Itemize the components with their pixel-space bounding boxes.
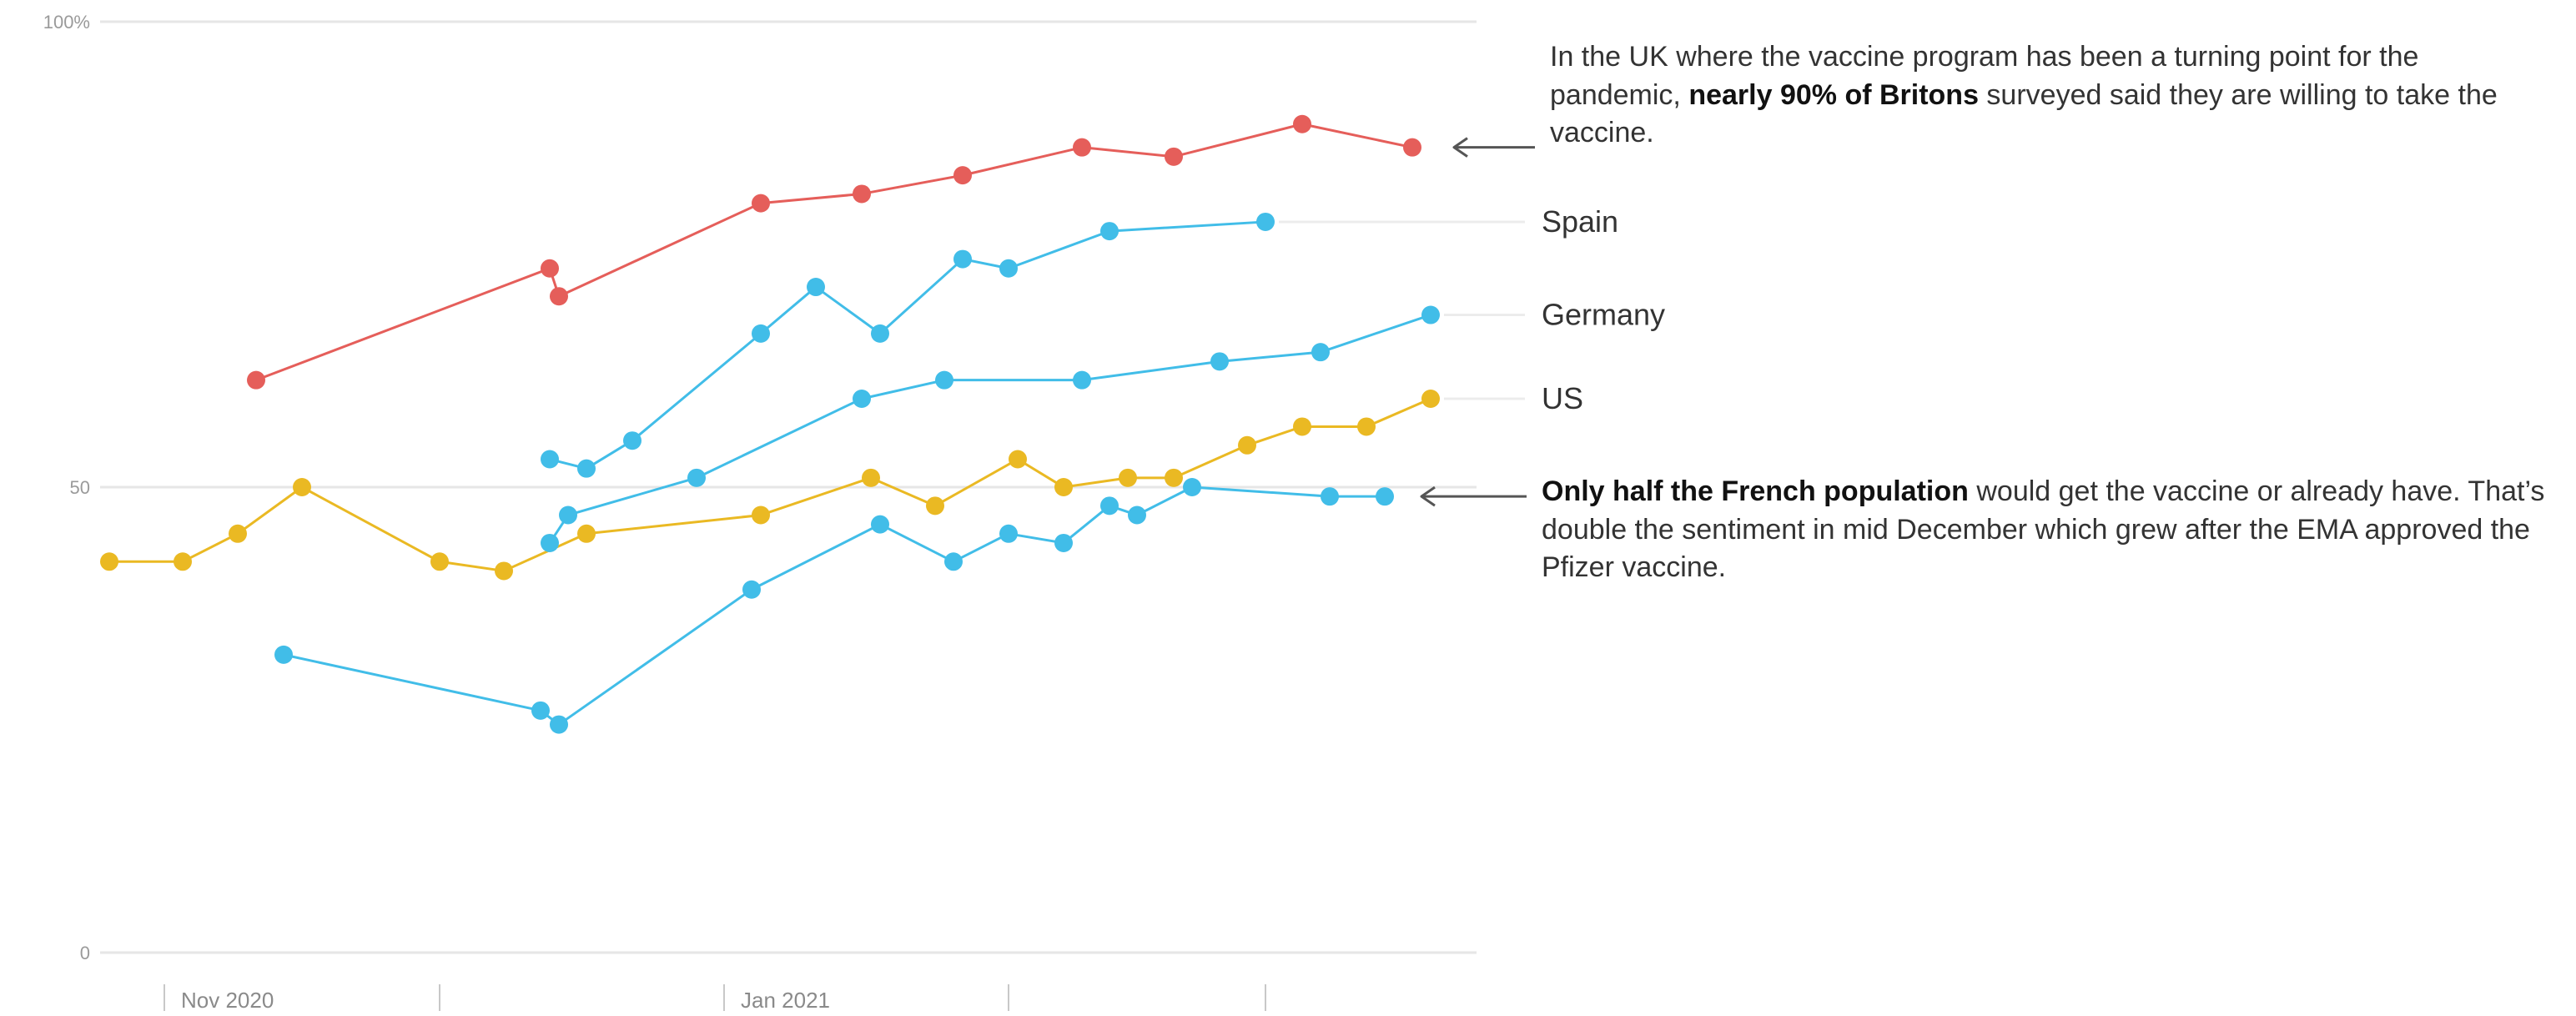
x-axis-ticks: Nov 2020 Jan 2021 bbox=[164, 984, 1266, 1013]
series-line-uk bbox=[255, 123, 1413, 382]
data-point-us bbox=[1165, 468, 1183, 487]
data-point-spain bbox=[623, 431, 641, 450]
data-point-us bbox=[926, 496, 944, 516]
data-point-uk bbox=[1293, 114, 1311, 133]
series-line-france bbox=[283, 485, 1385, 727]
data-point-france bbox=[1321, 487, 1339, 506]
data-point-spain bbox=[541, 450, 559, 469]
data-point-us bbox=[1238, 435, 1256, 455]
data-point-uk bbox=[853, 184, 871, 204]
data-point-uk bbox=[541, 259, 559, 278]
data-point-germany bbox=[1210, 352, 1229, 371]
data-point-france bbox=[1054, 533, 1073, 552]
x-tick-label: Jan 2021 bbox=[741, 988, 830, 1013]
annotation-france: Only half the French population would ge… bbox=[1542, 473, 2559, 587]
data-point-us bbox=[293, 478, 311, 496]
annotation-uk-pre: In the UK where the vaccine program has … bbox=[1550, 41, 2419, 111]
data-point-us bbox=[1421, 389, 1440, 408]
data-point-france bbox=[1376, 487, 1394, 506]
y-tick-label: 50 bbox=[70, 477, 90, 498]
data-point-uk bbox=[1403, 138, 1421, 157]
data-point-germany bbox=[1421, 305, 1440, 324]
data-point-us bbox=[862, 468, 880, 487]
annotation-uk-bold: nearly 90% of Britons bbox=[1688, 78, 1979, 111]
x-tick-label: Nov 2020 bbox=[181, 988, 274, 1013]
series-lines bbox=[109, 123, 1431, 727]
y-tick-label: 0 bbox=[80, 943, 90, 963]
data-point-us bbox=[430, 552, 449, 571]
data-point-france bbox=[1183, 478, 1201, 496]
data-point-france bbox=[1100, 496, 1119, 516]
series-labels: Spain Germany US bbox=[1279, 204, 1665, 415]
annotation-uk: In the UK where the vaccine program has … bbox=[1550, 38, 2551, 153]
data-point-us bbox=[1119, 468, 1137, 487]
data-point-france bbox=[944, 552, 963, 571]
data-point-france bbox=[531, 701, 550, 720]
data-point-spain bbox=[871, 324, 889, 343]
annotation-uk-post: surveyed said they are willing to take t… bbox=[1550, 78, 2498, 149]
y-axis-tick-labels: 100% 50 0 bbox=[43, 12, 90, 963]
data-point-france bbox=[1128, 505, 1146, 525]
annotation-france-post: would get the vaccine or already have. T… bbox=[1542, 475, 2545, 584]
annotation-arrows bbox=[1420, 137, 1535, 507]
data-point-uk bbox=[1073, 138, 1091, 157]
data-point-us bbox=[100, 552, 118, 571]
grid-lines bbox=[100, 20, 1477, 954]
series-label-spain: Spain bbox=[1542, 204, 1618, 239]
data-point-france bbox=[999, 524, 1018, 543]
data-point-us bbox=[174, 552, 192, 571]
data-point-uk bbox=[550, 287, 568, 306]
data-point-france bbox=[274, 645, 293, 664]
data-point-spain bbox=[953, 249, 972, 269]
series-points bbox=[100, 114, 1440, 734]
y-tick-label: 100% bbox=[43, 12, 90, 33]
data-point-us bbox=[1293, 417, 1311, 436]
data-point-germany bbox=[935, 370, 953, 390]
data-point-germany bbox=[559, 505, 577, 525]
data-point-germany bbox=[687, 468, 706, 487]
data-point-germany bbox=[541, 533, 559, 552]
data-point-uk bbox=[953, 166, 972, 185]
data-point-us bbox=[1054, 478, 1073, 496]
series-line-spain bbox=[549, 220, 1266, 470]
series-line-us bbox=[109, 397, 1431, 572]
arrow-france-head bbox=[1420, 485, 1436, 507]
annotation-france-bold: Only half the French population bbox=[1542, 475, 1969, 507]
arrow-uk-head bbox=[1452, 137, 1468, 158]
data-point-france bbox=[742, 580, 761, 599]
data-point-france bbox=[871, 515, 889, 534]
data-point-spain bbox=[752, 324, 770, 343]
data-point-uk bbox=[752, 194, 770, 213]
data-point-spain bbox=[807, 278, 825, 297]
data-point-spain bbox=[1100, 222, 1119, 241]
data-point-germany bbox=[853, 389, 871, 408]
series-label-us: US bbox=[1542, 381, 1583, 415]
data-point-germany bbox=[1311, 343, 1330, 362]
data-point-germany bbox=[1073, 370, 1091, 390]
data-point-france bbox=[550, 715, 568, 734]
data-point-us bbox=[229, 524, 247, 543]
data-point-uk bbox=[247, 370, 265, 390]
data-point-spain bbox=[1256, 212, 1275, 231]
data-point-us bbox=[495, 561, 513, 581]
series-label-germany: Germany bbox=[1542, 298, 1665, 332]
data-point-uk bbox=[1165, 147, 1183, 166]
data-point-us bbox=[1357, 417, 1376, 436]
data-point-us bbox=[1009, 450, 1027, 469]
data-point-spain bbox=[577, 459, 596, 478]
data-point-spain bbox=[999, 259, 1018, 278]
data-point-us bbox=[577, 524, 596, 543]
data-point-us bbox=[752, 505, 770, 525]
